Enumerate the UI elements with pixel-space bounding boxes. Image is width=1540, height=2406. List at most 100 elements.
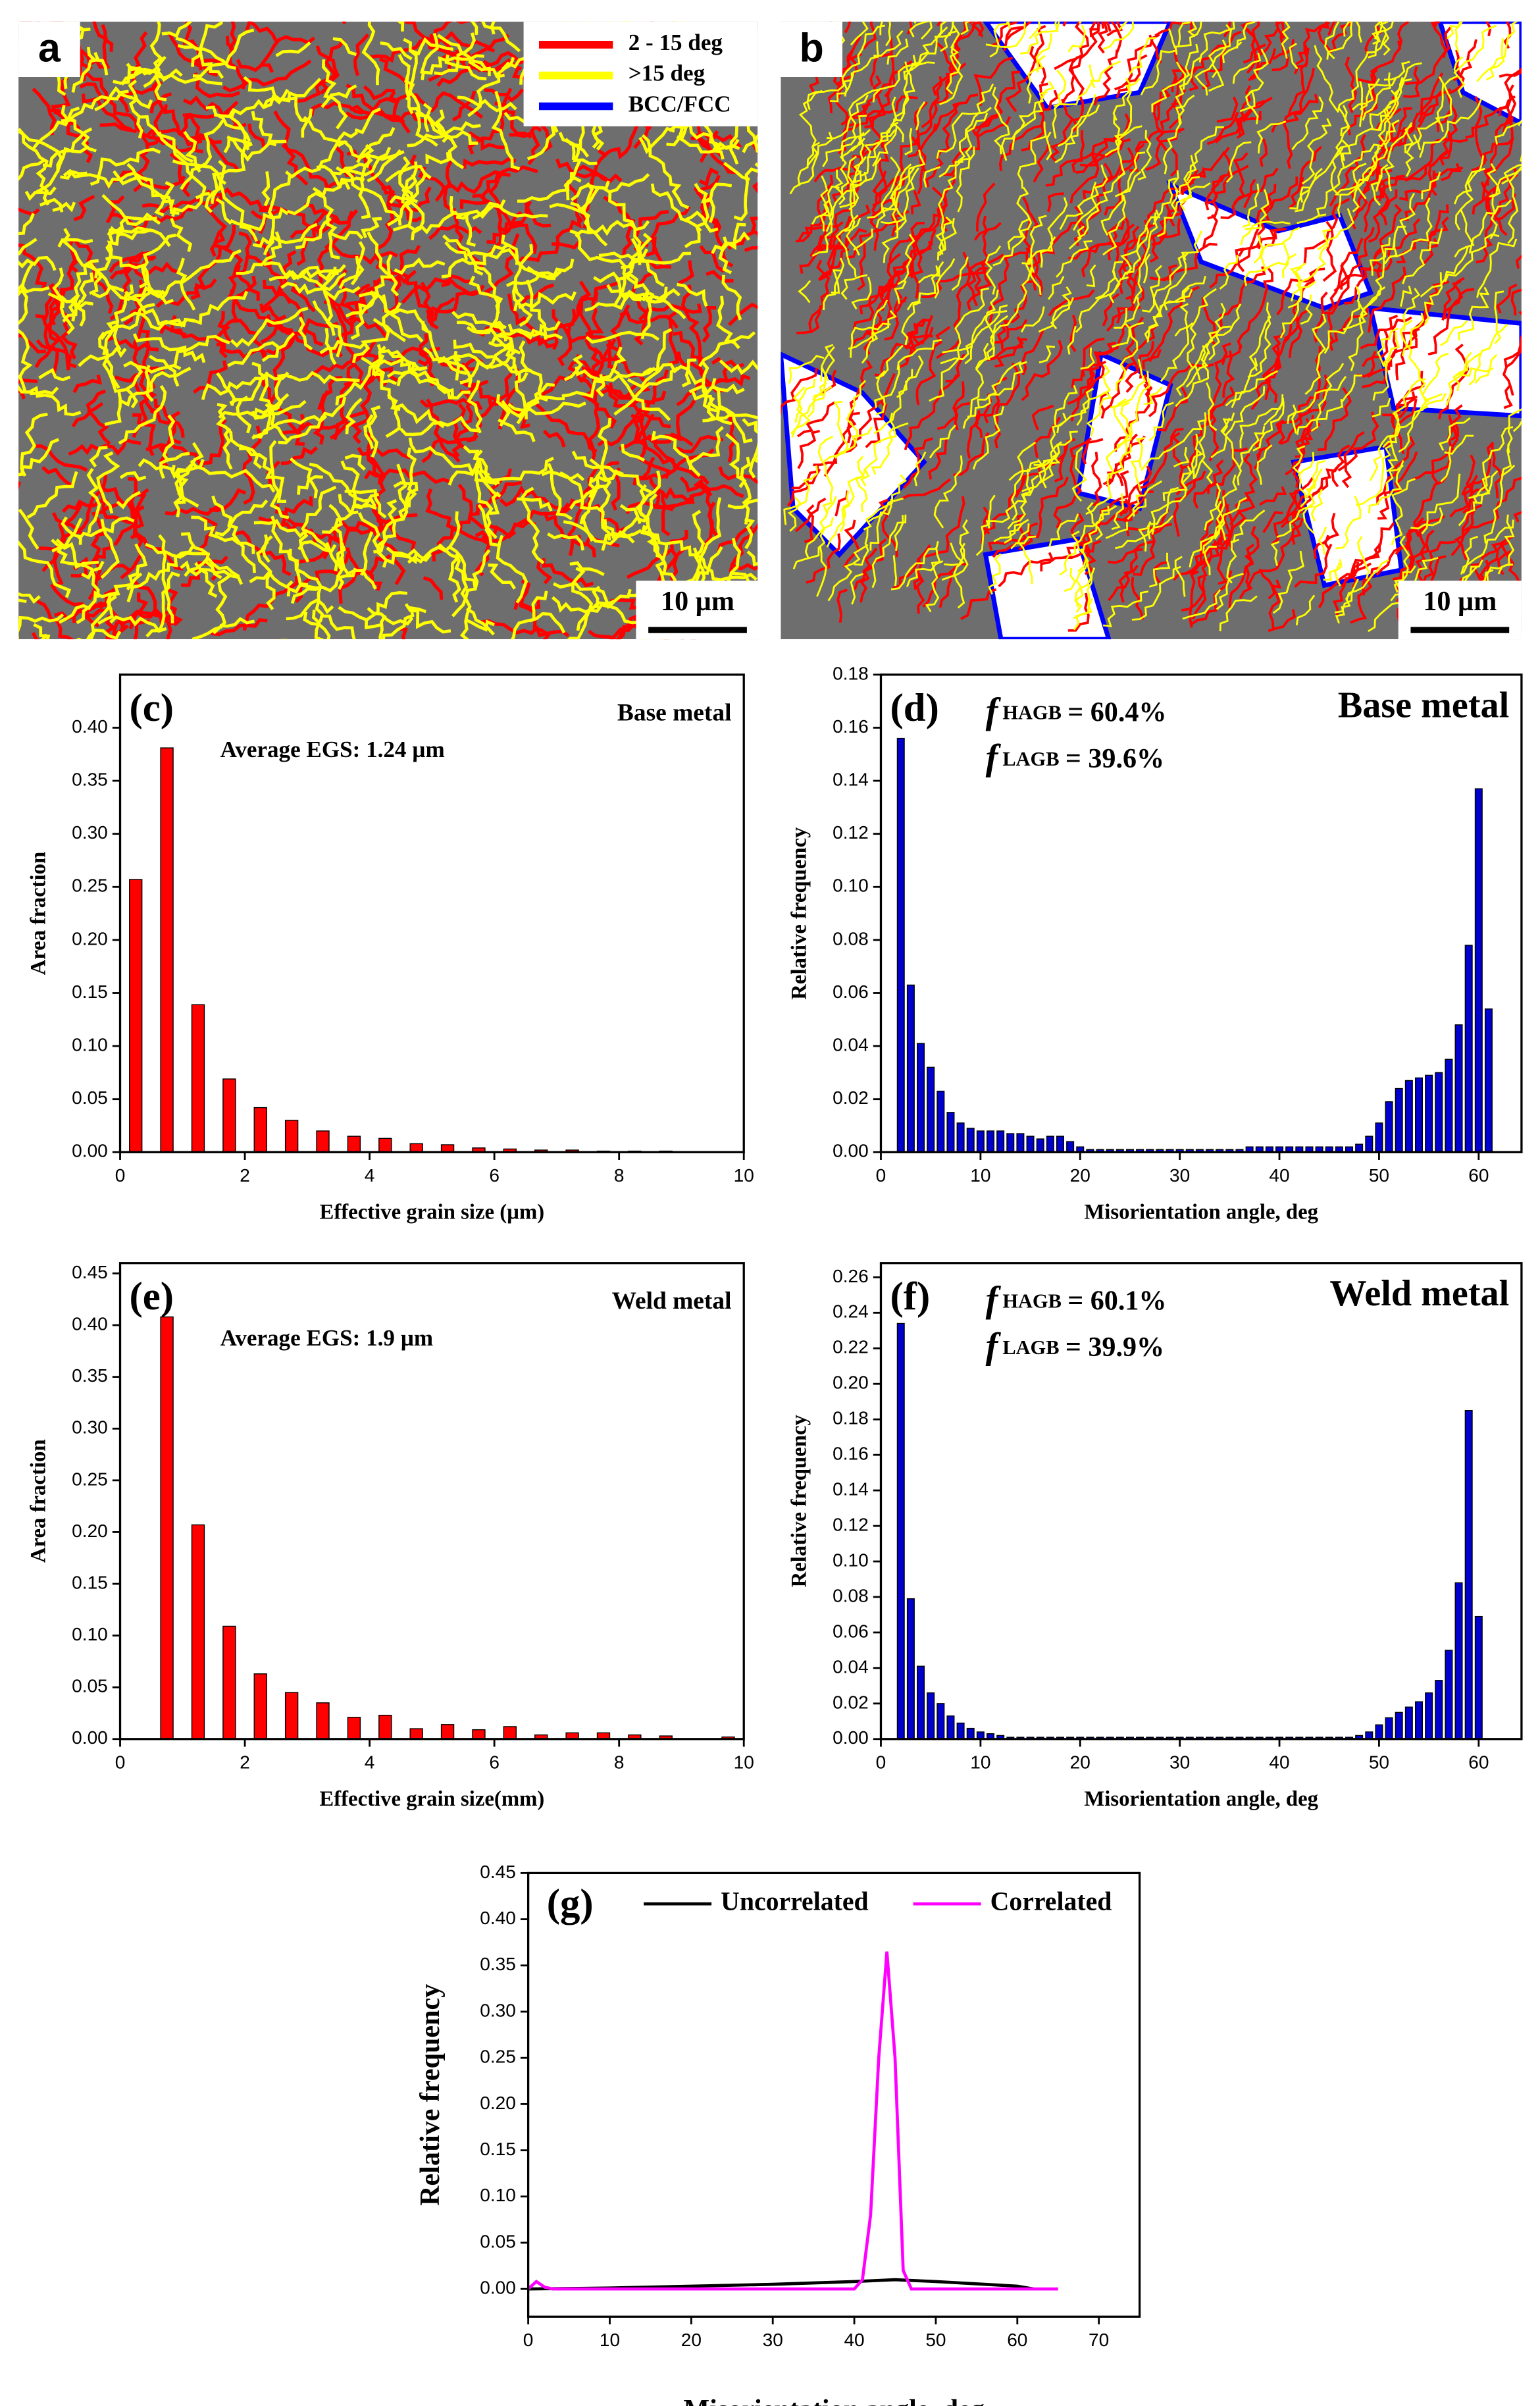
- boundary: [569, 484, 608, 510]
- boundary: [1048, 513, 1079, 547]
- boundary: [558, 132, 590, 158]
- boundary: [216, 402, 263, 469]
- y-tick-label: 0.40: [72, 716, 108, 737]
- boundary: [1106, 221, 1125, 261]
- boundary: [71, 389, 107, 428]
- boundary: [218, 174, 259, 242]
- boundary: [563, 520, 642, 546]
- boundary: [1185, 345, 1209, 388]
- boundary: [1202, 0, 1232, 17]
- boundary: [1076, 364, 1112, 426]
- boundary: [60, 295, 93, 309]
- boundary: [513, 599, 541, 610]
- bar: [1445, 1059, 1453, 1153]
- boundary: [297, 550, 327, 564]
- boundary: [1179, 155, 1197, 212]
- boundary: [826, 94, 869, 140]
- boundary: [345, 170, 402, 226]
- plot-frame: [879, 1262, 1523, 1740]
- boundary: [1229, 453, 1258, 526]
- boundary: [1276, 505, 1314, 538]
- fraction-subscript: HAGB: [1002, 702, 1062, 724]
- boundary: [1077, 182, 1100, 240]
- y-tick-label: 0.12: [833, 1514, 869, 1534]
- boundary: [512, 283, 533, 327]
- boundary: [1258, 568, 1281, 629]
- boundary: [1405, 26, 1452, 86]
- boundary: [396, 463, 409, 520]
- boundary: [727, 302, 758, 327]
- boundary: [500, 373, 513, 401]
- boundary: [463, 445, 498, 486]
- boundary: [1174, 21, 1202, 55]
- boundary: [466, 321, 506, 335]
- bar: [1006, 1133, 1015, 1153]
- boundary: [1350, 574, 1374, 624]
- boundary: [1048, 289, 1095, 317]
- boundary: [1392, 378, 1426, 415]
- boundary: [1035, 33, 1052, 73]
- boundary: [349, 353, 364, 381]
- fraction-label: f HAGB = 60.4%: [986, 691, 1167, 732]
- boundary: [1220, 417, 1243, 486]
- fraction-label: f HAGB = 60.1%: [986, 1279, 1167, 1320]
- boundary: [906, 265, 939, 311]
- boundary: [169, 152, 191, 197]
- boundary: [518, 258, 575, 279]
- boundary: [1010, 535, 1037, 550]
- boundary: [340, 460, 377, 510]
- boundary: [1207, 147, 1232, 220]
- boundary: [1148, 34, 1162, 64]
- fraction-value: = 39.6%: [1065, 743, 1164, 774]
- boundary: [1091, 452, 1102, 507]
- boundary: [872, 140, 892, 207]
- boundary: [101, 194, 161, 226]
- boundary: [1356, 536, 1370, 580]
- boundary: [947, 101, 962, 126]
- boundary: [1118, 21, 1128, 31]
- y-tick-label: 0.06: [833, 1621, 869, 1641]
- boundary: [464, 618, 496, 632]
- x-tick-label: 30: [1169, 1752, 1190, 1773]
- boundary: [1520, 590, 1522, 594]
- boundary: [852, 283, 898, 331]
- boundary: [120, 67, 153, 86]
- boundary: [1110, 359, 1146, 409]
- boundary: [1384, 122, 1413, 192]
- boundary: [888, 221, 925, 263]
- boundary: [18, 261, 35, 326]
- boundary: [676, 434, 723, 454]
- boundary: [1382, 405, 1429, 448]
- boundary: [833, 169, 846, 205]
- boundary: [351, 301, 401, 363]
- bar: [1484, 1008, 1493, 1153]
- boundary: [1508, 21, 1518, 38]
- boundary: [1333, 226, 1375, 292]
- boundary: [251, 361, 273, 409]
- y-tick-label: 0.20: [480, 2093, 516, 2113]
- boundary: [442, 234, 484, 276]
- x-axis-label: Misorientation angle, deg: [1084, 1200, 1318, 1224]
- boundary: [1055, 21, 1058, 22]
- y-tick-label: 0.00: [833, 1141, 869, 1161]
- boundary: [286, 567, 357, 597]
- boundary: [144, 365, 154, 402]
- boundary: [1007, 218, 1030, 250]
- boundary: [1071, 337, 1105, 388]
- boundary: [1253, 242, 1283, 264]
- boundary: [490, 21, 496, 35]
- boundary: [58, 604, 91, 624]
- boundary: [73, 194, 95, 222]
- boundary: [1182, 409, 1214, 469]
- boundary: [1162, 94, 1195, 174]
- boundary: [901, 301, 921, 346]
- boundary: [1149, 264, 1178, 282]
- boundary: [1150, 236, 1159, 263]
- boundary: [1160, 76, 1179, 130]
- boundary: [1157, 386, 1189, 432]
- boundary: [54, 608, 107, 621]
- boundary: [358, 291, 428, 332]
- boundary: [875, 365, 900, 416]
- boundary: [1280, 491, 1299, 529]
- boundary: [1106, 261, 1141, 332]
